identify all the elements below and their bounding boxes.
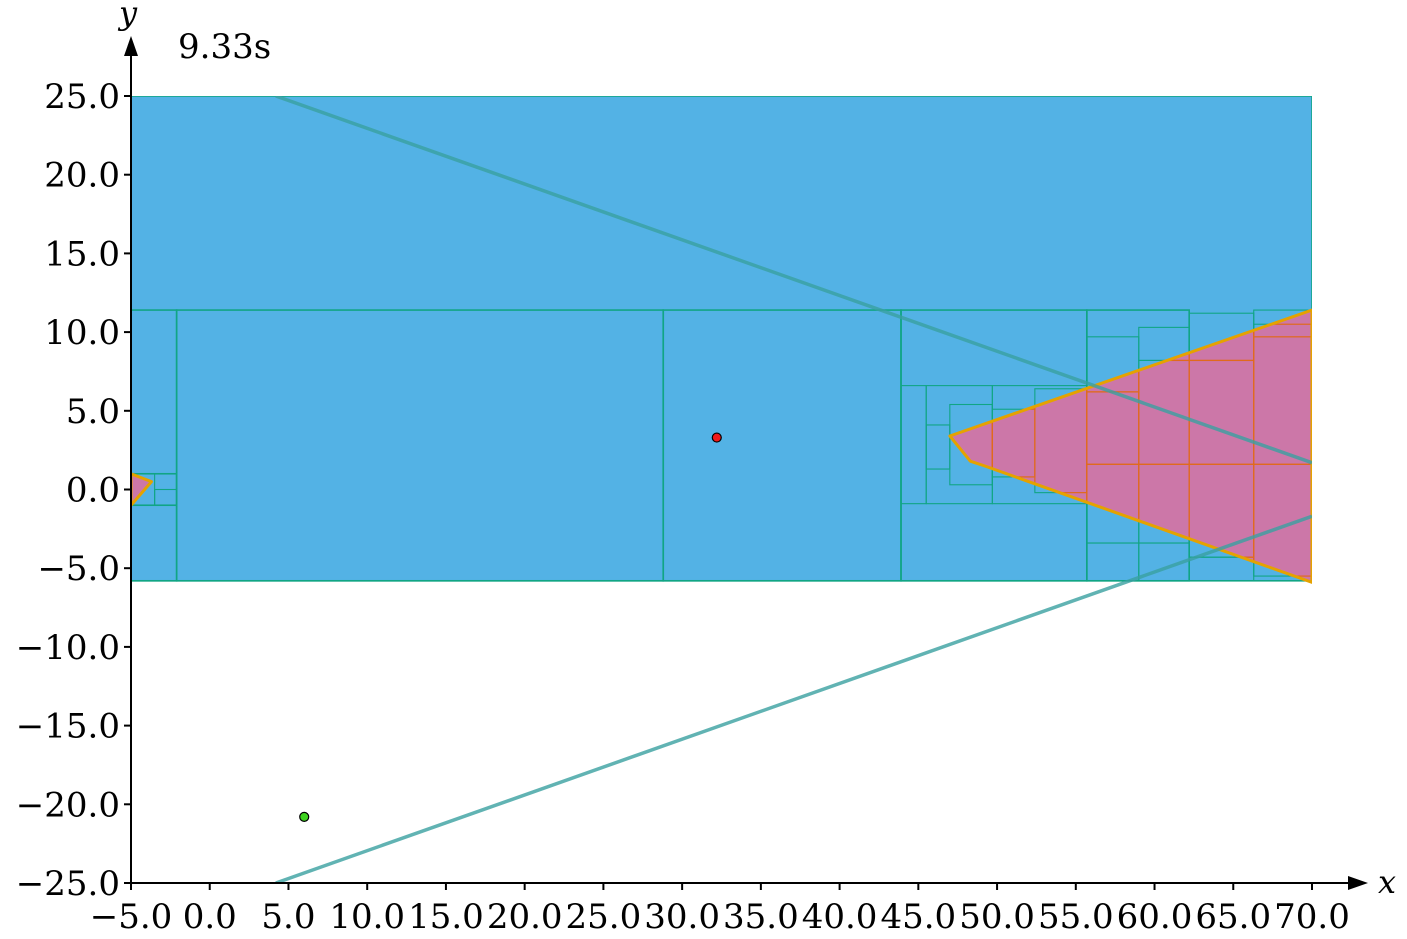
- x-axis-title: x: [1378, 863, 1396, 901]
- x-tick-label: 45.0: [880, 897, 956, 937]
- x-tick-label: −5.0: [90, 897, 173, 937]
- y-tick-label: 20.0: [44, 156, 120, 196]
- y-tick-label: −25.0: [16, 864, 120, 904]
- y-tick-label: 10.0: [44, 313, 120, 353]
- y-tick-label: −10.0: [16, 628, 120, 668]
- y-tick-label: 5.0: [66, 392, 120, 432]
- x-tick-label: 50.0: [959, 897, 1035, 937]
- y-axis-title: y: [117, 0, 138, 32]
- left-wedge-outline: [131, 472, 153, 507]
- x-tick-label: 20.0: [487, 897, 563, 937]
- x-tick-label: 40.0: [802, 897, 878, 937]
- x-tick-label: 25.0: [566, 897, 642, 937]
- y-tick-label: 0.0: [66, 471, 120, 511]
- right-wedge: [949, 310, 1312, 583]
- right-wedge-outline: [948, 308, 1312, 584]
- axis-labels: x y 9.33s: [117, 0, 1396, 901]
- axes: −5.0 0.0 5.0 10.0 15.0 20.0 25.0 30.0 35.0 40.0 45…: [16, 36, 1368, 937]
- y-tick-label: −20.0: [16, 785, 120, 825]
- x-tick-label: 70.0: [1274, 897, 1350, 937]
- x-tick-label: 60.0: [1117, 897, 1193, 937]
- sub-cell: [1138, 542, 1190, 582]
- x-tick-label: 30.0: [644, 897, 720, 937]
- y-tick-label: 25.0: [44, 77, 120, 117]
- lower-guide-line: [275, 514, 1312, 883]
- x-axis-arrow: [1348, 876, 1368, 890]
- upper-guide-line: [275, 96, 1312, 465]
- y-axis-arrow: [124, 36, 138, 56]
- y-tick-label: −15.0: [16, 707, 120, 747]
- y-tick-label: 15.0: [44, 234, 120, 274]
- elapsed-time-label: 9.33s: [178, 27, 271, 67]
- region-cells: [131, 96, 1312, 582]
- x-tick-label: 5.0: [261, 897, 315, 937]
- guide-lines: [275, 96, 1312, 883]
- x-tick-label: 0.0: [183, 897, 237, 937]
- red-point: [711, 432, 722, 443]
- point-markers: [299, 432, 722, 822]
- x-tick-label: 55.0: [1038, 897, 1114, 937]
- x-tick-label: 35.0: [723, 897, 799, 937]
- sub-cell: [154, 488, 178, 506]
- x-tick-label: 15.0: [408, 897, 484, 937]
- x-tick-label: 10.0: [329, 897, 405, 937]
- green-point: [299, 811, 310, 822]
- x-tick-label: 65.0: [1195, 897, 1271, 937]
- y-tick-label: −5.0: [37, 549, 120, 589]
